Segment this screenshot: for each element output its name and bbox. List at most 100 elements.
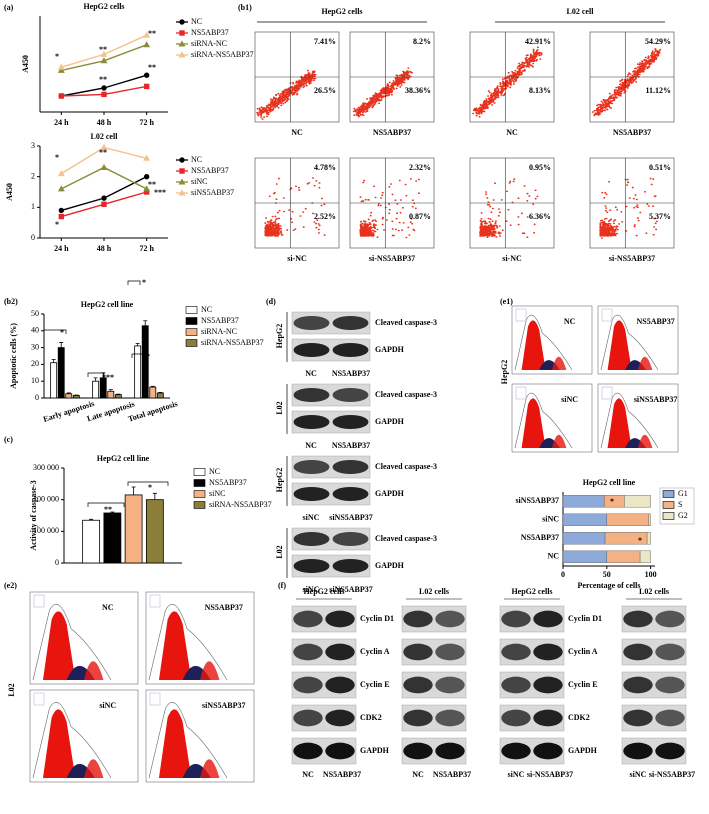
band-label: Cyclin E bbox=[360, 680, 390, 689]
legend-label: siRNA-NS5ABP37 bbox=[209, 500, 272, 509]
legend-label: siRNA-NS5ABP37 bbox=[201, 338, 264, 347]
blot-band bbox=[623, 643, 653, 661]
legend-label: NC bbox=[209, 467, 220, 476]
histogram-legend bbox=[601, 308, 613, 322]
flow-dots bbox=[472, 46, 543, 118]
blot-band bbox=[403, 676, 433, 694]
flow-label: si-NS5ABP37 bbox=[369, 254, 415, 263]
error-bar bbox=[152, 492, 157, 500]
blot-band bbox=[403, 742, 433, 760]
histogram-label: NC bbox=[102, 603, 114, 612]
histogram-legend bbox=[149, 594, 161, 608]
blot-band bbox=[332, 558, 369, 574]
blot-band bbox=[293, 643, 323, 661]
annotation: ** bbox=[99, 75, 107, 84]
cell-label: HepG2 bbox=[275, 468, 284, 492]
annotation: *** bbox=[102, 373, 114, 382]
bar-segment bbox=[562, 550, 608, 563]
bar bbox=[82, 519, 101, 564]
blot-band bbox=[655, 643, 685, 661]
flow-dots bbox=[479, 178, 539, 238]
histogram-g2 bbox=[552, 356, 567, 370]
blot-band bbox=[332, 486, 369, 502]
cell-label: HepG2 cells bbox=[303, 587, 344, 596]
histogram-g2 bbox=[84, 759, 104, 778]
y-axis-label: A450 bbox=[21, 55, 30, 73]
x-tick-label: 24 h bbox=[54, 118, 69, 127]
blot-band bbox=[332, 315, 369, 331]
bar-segment bbox=[639, 550, 651, 563]
annotation: ** bbox=[99, 45, 107, 54]
flow-dots bbox=[359, 178, 420, 239]
bar-segment bbox=[562, 495, 605, 508]
point bbox=[57, 66, 65, 73]
blot-band bbox=[325, 676, 355, 694]
histogram-outline bbox=[600, 392, 659, 449]
quadrant-lower: 6.36% bbox=[529, 212, 551, 221]
lane-label: siNC bbox=[303, 513, 320, 522]
blot-band bbox=[332, 387, 369, 403]
legend-box bbox=[659, 487, 695, 525]
blot-band bbox=[501, 610, 531, 628]
cell-label: HepG2 bbox=[275, 324, 284, 348]
y-tick-label: 200 000 bbox=[33, 494, 59, 503]
legend-label: siNC bbox=[209, 489, 225, 498]
quadrant-lines bbox=[470, 158, 554, 248]
quadrant-lower: 0.87% bbox=[409, 212, 431, 221]
error-bar bbox=[66, 392, 71, 394]
point bbox=[143, 72, 150, 78]
chart-title: L02 cell bbox=[91, 132, 119, 141]
histogram-label: NC bbox=[564, 317, 576, 326]
blot-band bbox=[293, 558, 330, 574]
x-tick-label: 72 h bbox=[139, 118, 154, 127]
point bbox=[100, 143, 108, 151]
annotation: * bbox=[55, 52, 59, 61]
blot-band bbox=[293, 387, 330, 403]
quadrant-upper: 54.29% bbox=[645, 37, 671, 46]
legend-label: siRNA-NS5ABP37 bbox=[191, 50, 254, 59]
band-label: Cyclin A bbox=[568, 647, 598, 656]
annotation: * bbox=[148, 483, 152, 492]
histogram-outline bbox=[32, 604, 112, 681]
error-bar bbox=[108, 389, 113, 392]
legend-swatch bbox=[662, 490, 675, 498]
annotation: ** bbox=[148, 29, 156, 38]
legend-label: NS5ABP37 bbox=[191, 166, 229, 175]
lane-label: si-NS5ABP37 bbox=[649, 770, 695, 779]
quadrant-lower: 26.5% bbox=[314, 86, 336, 95]
bar-segment bbox=[606, 550, 641, 563]
cell-label: HepG2 bbox=[500, 360, 509, 384]
point bbox=[143, 173, 150, 180]
bar bbox=[72, 395, 80, 399]
error-bar bbox=[158, 392, 163, 393]
band-label: CDK2 bbox=[360, 713, 382, 722]
flow-group-title: L02 cell bbox=[567, 7, 595, 16]
quadrant-lines bbox=[350, 32, 434, 122]
y-tick-label: 0 bbox=[31, 233, 35, 242]
error-bar bbox=[51, 358, 56, 363]
histogram-g2 bbox=[84, 661, 104, 680]
panel-label: (f) bbox=[278, 581, 286, 590]
blot-band bbox=[293, 414, 330, 430]
cell-label: L02 bbox=[275, 545, 284, 558]
blot-band bbox=[325, 742, 355, 760]
band-label: GAPDH bbox=[375, 345, 405, 354]
band-label: GAPDH bbox=[360, 746, 390, 755]
blot-band bbox=[435, 643, 465, 661]
bar bbox=[141, 325, 149, 399]
error-bar bbox=[135, 343, 140, 346]
quadrant-upper: 2.32% bbox=[409, 163, 431, 172]
point bbox=[143, 83, 150, 90]
quadrant-lines bbox=[470, 32, 554, 122]
annotation: ** bbox=[148, 63, 156, 72]
panel-label: (b2) bbox=[4, 297, 18, 306]
lane-label: si-NS5ABP37 bbox=[527, 770, 573, 779]
histogram-label: siNC bbox=[99, 701, 116, 710]
band-label: Cleaved caspase-3 bbox=[375, 534, 437, 543]
annotation: * bbox=[55, 153, 59, 162]
x-tick-label: 24 h bbox=[54, 244, 69, 253]
quadrant-upper: 42.91% bbox=[525, 37, 551, 46]
quadrant-lower: 11.12% bbox=[645, 86, 671, 95]
legend-label: NC bbox=[191, 17, 202, 26]
